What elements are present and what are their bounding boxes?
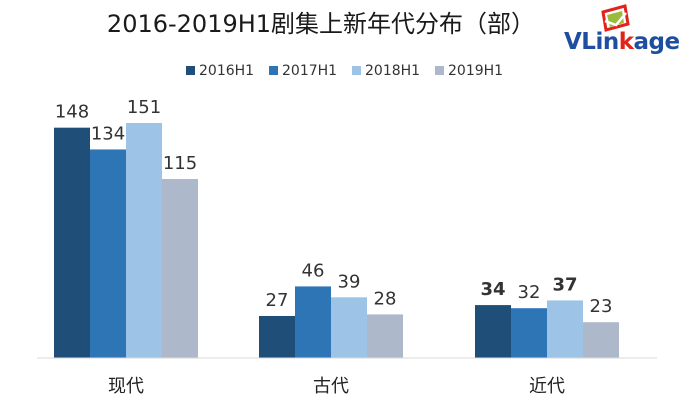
data-label-2019H1-近代: 23: [590, 296, 613, 317]
mark-frame: [601, 4, 630, 32]
bars: [54, 123, 619, 358]
data-label-2016H1-近代: 34: [480, 279, 505, 300]
category-label-古代: 古代: [313, 376, 349, 397]
bar-2019H1-古代: [367, 314, 403, 358]
legend-swatch-2019H1: [435, 66, 444, 75]
bar-2018H1-古代: [331, 297, 367, 358]
chart-title: 2016-2019H1剧集上新年代分布（部）: [107, 10, 535, 38]
bar-2019H1-近代: [583, 322, 619, 358]
bar-2017H1-现代: [90, 149, 126, 358]
legend-label-2019H1: 2019H1: [448, 63, 503, 79]
data-label-2019H1-现代: 115: [163, 153, 197, 174]
data-label-2017H1-近代: 32: [518, 282, 541, 303]
data-label-2018H1-近代: 37: [552, 274, 577, 295]
data-label-2018H1-现代: 151: [127, 97, 161, 118]
bar-2018H1-近代: [547, 300, 583, 358]
legend-label-2018H1: 2018H1: [365, 63, 420, 79]
vlinkage-mark-icon: [601, 4, 630, 32]
bar-2017H1-古代: [295, 286, 331, 358]
legend-swatch-2018H1: [352, 66, 361, 75]
category-label-近代: 近代: [529, 376, 565, 397]
data-label-2019H1-古代: 28: [374, 288, 397, 309]
bar-2016H1-古代: [259, 315, 295, 358]
bar-2016H1-近代: [475, 305, 511, 358]
bar-2018H1-现代: [126, 123, 162, 358]
data-label-2017H1-古代: 46: [302, 260, 325, 281]
category-labels: 现代 古代 近代: [108, 376, 565, 397]
legend-label-2017H1: 2017H1: [282, 63, 337, 79]
data-label-2016H1-古代: 27: [266, 290, 289, 311]
data-label-2016H1-现代: 148: [55, 102, 89, 123]
mark-check: [604, 12, 627, 27]
category-label-现代: 现代: [108, 376, 144, 397]
bar-2016H1-现代: [54, 127, 90, 358]
logo-text: VLinkage: [564, 29, 680, 55]
legend-swatch-2017H1: [269, 66, 278, 75]
bar-2019H1-现代: [162, 179, 198, 358]
bar-2017H1-近代: [511, 308, 547, 358]
legend-swatch-2016H1: [186, 66, 195, 75]
data-label-2018H1-古代: 39: [338, 271, 361, 292]
data-label-2017H1-现代: 134: [91, 123, 125, 144]
legend: 2016H1 2017H1 2018H1 2019H1: [186, 63, 503, 79]
legend-label-2016H1: 2016H1: [199, 63, 254, 79]
vlinkage-logo: VLinkage: [564, 4, 680, 55]
